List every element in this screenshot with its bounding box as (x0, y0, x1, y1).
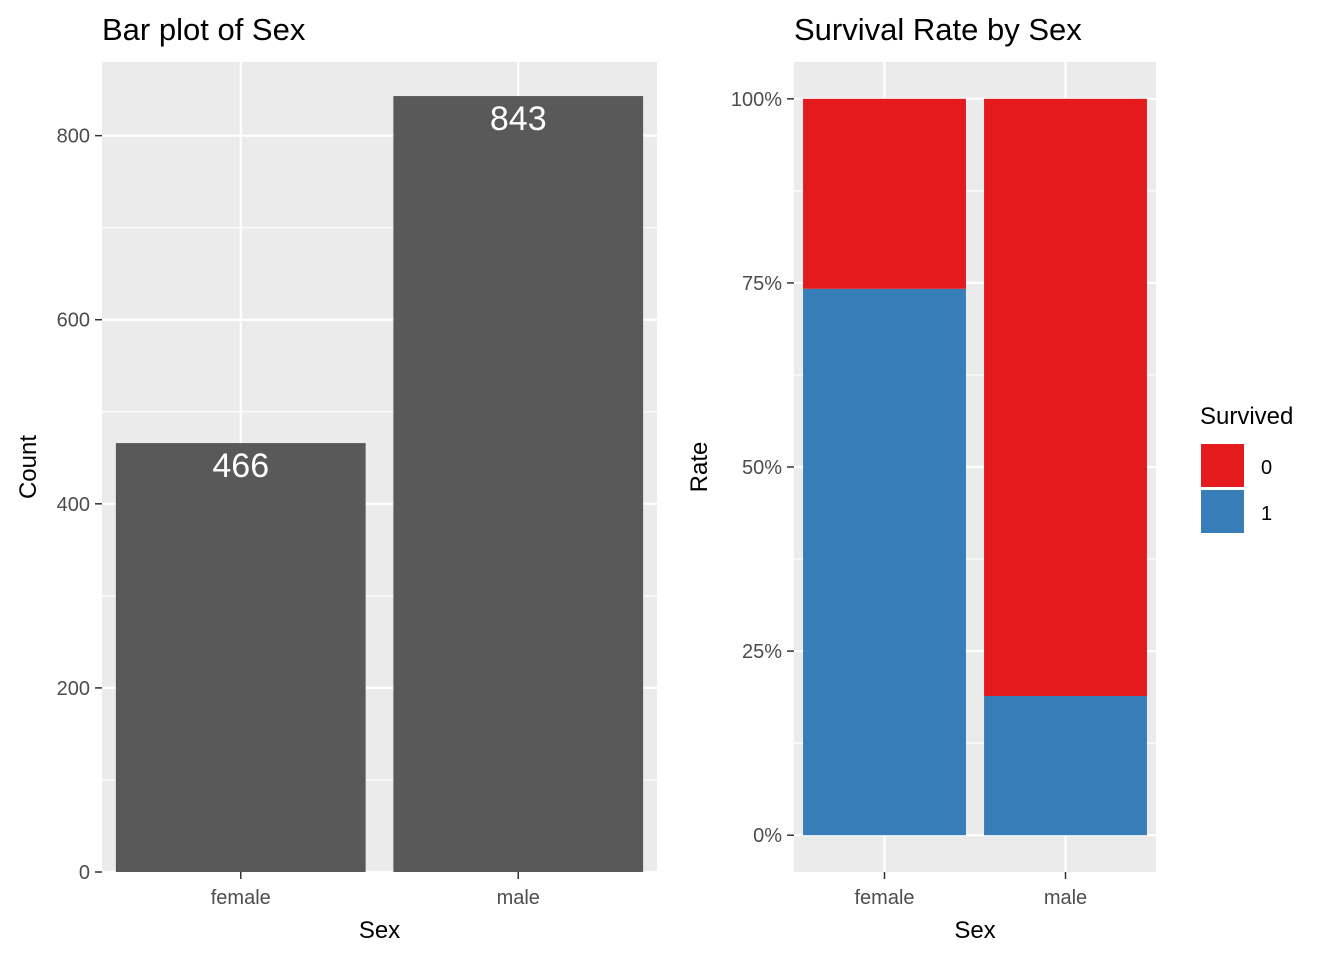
chart-1: 466 843 0 200 400 600 800 female male Bar plot of… (15, 12, 657, 944)
bar-male (393, 96, 644, 872)
y-axis-title: Rate (686, 442, 713, 493)
chart-title: Survival Rate by Sex (794, 12, 1082, 47)
y-tick-label: 400 (57, 494, 90, 516)
chart-title: Bar plot of Sex (102, 12, 306, 47)
y-tick-label: 50% (742, 457, 782, 479)
y-tick-label: 200 (57, 678, 90, 700)
y-tick-label: 0 (79, 862, 90, 884)
x-tick-label: female (854, 887, 914, 909)
y-tick-label: 75% (742, 273, 782, 295)
legend: Survived 0 1 (1200, 403, 1293, 533)
legend-key-1 (1201, 490, 1244, 533)
bar-female-survived-1 (803, 288, 966, 836)
y-tick-label: 800 (57, 126, 90, 148)
legend-label: 1 (1261, 503, 1272, 525)
bar-male-survived-0 (984, 98, 1147, 697)
x-axis-title: Sex (954, 917, 995, 944)
y-tick-label: 25% (742, 641, 782, 663)
y-tick-label: 0% (753, 825, 782, 847)
data-label: 466 (212, 447, 269, 485)
bar-male-survived-1 (984, 696, 1147, 836)
x-axis-title: Sex (359, 917, 400, 944)
y-tick-label: 100% (731, 89, 782, 111)
x-tick-label: female (211, 887, 271, 909)
x-tick-label: male (497, 887, 540, 909)
legend-label: 0 (1261, 457, 1272, 479)
y-tick-label: 600 (57, 310, 90, 332)
y-axis-title: Count (15, 435, 42, 499)
chart-2: 0% 25% 50% 75% 100% female male Survival Rate b… (686, 12, 1293, 944)
x-tick-label: male (1044, 887, 1087, 909)
data-label: 843 (490, 100, 547, 138)
legend-key-0 (1201, 444, 1244, 487)
bar-female (115, 443, 366, 872)
bar-female-survived-0 (803, 98, 966, 289)
legend-title: Survived (1200, 403, 1293, 430)
